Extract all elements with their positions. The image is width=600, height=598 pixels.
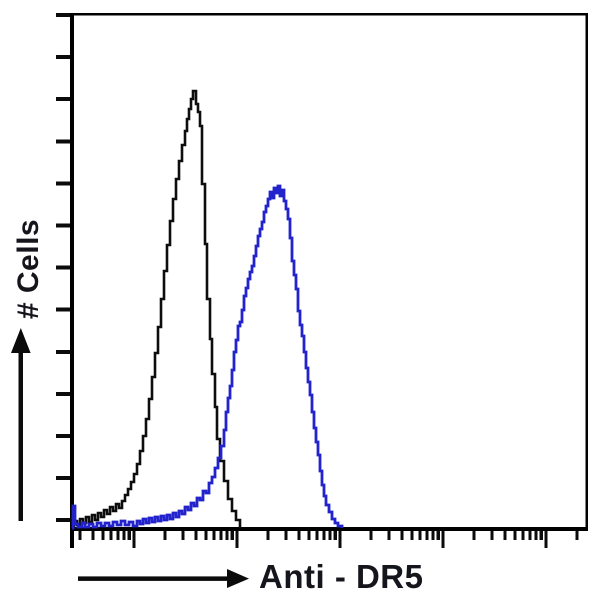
histogram-curves — [71, 89, 344, 530]
x-major-tick — [544, 531, 548, 548]
x-minor-tick — [528, 531, 532, 540]
x-minor-tick — [387, 531, 391, 540]
y-tick — [56, 181, 70, 186]
y-tick — [56, 476, 70, 481]
x-major-tick — [235, 531, 239, 548]
x-minor-tick — [400, 531, 404, 540]
x-axis-ticks — [78, 531, 579, 548]
x-minor-tick — [181, 531, 185, 540]
x-minor-tick — [101, 531, 105, 540]
x-minor-tick — [307, 531, 311, 540]
x-minor-tick — [284, 531, 288, 540]
x-minor-tick — [521, 531, 525, 540]
x-minor-tick — [78, 531, 82, 540]
x-minor-tick — [539, 531, 543, 540]
x-axis-label: Anti - DR5 — [259, 558, 424, 595]
y-axis-ticks — [56, 13, 70, 523]
x-minor-tick — [513, 531, 517, 540]
y-tick — [56, 307, 70, 312]
x-minor-tick — [212, 531, 216, 540]
frame-left-axis — [70, 13, 74, 548]
up-arrow-icon — [11, 328, 31, 521]
x-minor-tick — [204, 531, 208, 540]
x-minor-tick — [328, 531, 332, 540]
x-minor-tick — [163, 531, 167, 540]
frame-bottom-border — [70, 527, 588, 531]
y-tick — [56, 139, 70, 144]
x-minor-tick — [91, 531, 95, 540]
y-tick — [56, 349, 70, 354]
x-minor-tick — [116, 531, 120, 540]
x-minor-tick — [333, 531, 337, 540]
x-minor-tick — [297, 531, 301, 540]
x-minor-tick — [410, 531, 414, 540]
x-minor-tick — [472, 531, 476, 540]
x-minor-tick — [436, 531, 440, 540]
black-histogram-curve — [72, 89, 242, 530]
x-minor-tick — [127, 531, 131, 540]
right-arrow-icon — [78, 569, 249, 588]
y-tick — [56, 391, 70, 396]
frame-right-border — [585, 13, 588, 531]
x-minor-tick — [322, 531, 326, 540]
y-tick — [56, 97, 70, 102]
y-tick — [56, 13, 70, 17]
x-minor-tick — [490, 531, 494, 540]
x-minor-tick — [230, 531, 234, 540]
x-minor-tick — [425, 531, 429, 540]
x-minor-tick — [418, 531, 422, 540]
x-major-tick — [132, 531, 136, 548]
frame-top-border — [70, 13, 588, 16]
y-axis-label: # Cells — [12, 218, 45, 320]
x-minor-tick — [194, 531, 198, 540]
x-minor-tick — [369, 531, 373, 540]
y-tick — [56, 55, 70, 60]
x-minor-tick — [431, 531, 435, 540]
x-minor-tick — [109, 531, 113, 540]
x-minor-tick — [575, 531, 579, 540]
x-minor-tick — [122, 531, 126, 540]
plot-frame — [70, 13, 588, 548]
x-minor-tick — [534, 531, 538, 540]
y-tick — [56, 223, 70, 228]
x-minor-tick — [503, 531, 507, 540]
x-minor-tick — [225, 531, 229, 540]
blue-histogram-curve — [71, 184, 344, 530]
x-major-tick — [338, 531, 342, 548]
x-minor-tick — [315, 531, 319, 540]
y-tick — [56, 434, 70, 438]
x-minor-tick — [266, 531, 270, 540]
x-major-tick — [441, 531, 445, 548]
y-tick — [56, 265, 70, 270]
y-tick — [56, 518, 70, 523]
x-minor-tick — [219, 531, 223, 540]
